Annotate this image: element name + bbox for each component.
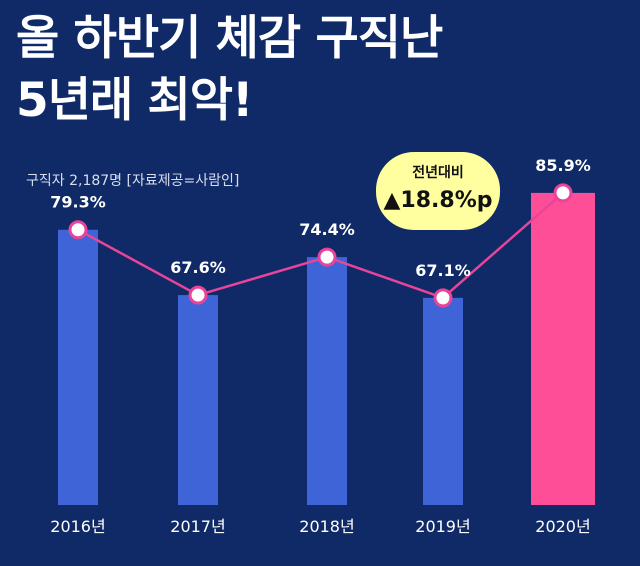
title-line-1: 올 하반기 체감 구직난 (16, 11, 443, 66)
point-2017년 (188, 285, 208, 305)
x-tick-2019년: 2019년 (415, 517, 470, 536)
value-label-2016년: 79.3% (50, 193, 106, 212)
value-label-2020년: 85.9% (535, 156, 591, 175)
bars-group (58, 192, 595, 505)
x-tick-2020년: 2020년 (535, 517, 590, 536)
bar-2017년 (178, 295, 218, 505)
bar-2020년 (531, 192, 595, 505)
callout-value: ▲18.8%p (383, 188, 493, 213)
bar-2016년 (58, 229, 98, 505)
year-over-year-callout: 전년대비 ▲18.8%p (376, 152, 500, 230)
bar-2019년 (423, 297, 463, 505)
value-label-2019년: 67.1% (415, 261, 471, 280)
x-tick-2017년: 2017년 (170, 517, 225, 536)
point-2018년 (317, 247, 337, 267)
value-label-2017년: 67.6% (170, 258, 226, 277)
point-2016년 (68, 220, 88, 240)
title-line-2: 5년래 최악! (16, 73, 253, 128)
point-2020년 (553, 183, 573, 203)
point-2019년 (433, 288, 453, 308)
source-note: 구직자 2,187명 [자료제공=사람인] (26, 173, 240, 189)
page-title: 올 하반기 체감 구직난 5년래 최악! (16, 8, 443, 132)
bar-2018년 (307, 257, 347, 505)
x-tick-2016년: 2016년 (50, 517, 105, 536)
x-tick-2018년: 2018년 (299, 517, 354, 536)
callout-label: 전년대비 (412, 165, 464, 181)
value-label-2018년: 74.4% (299, 220, 355, 239)
